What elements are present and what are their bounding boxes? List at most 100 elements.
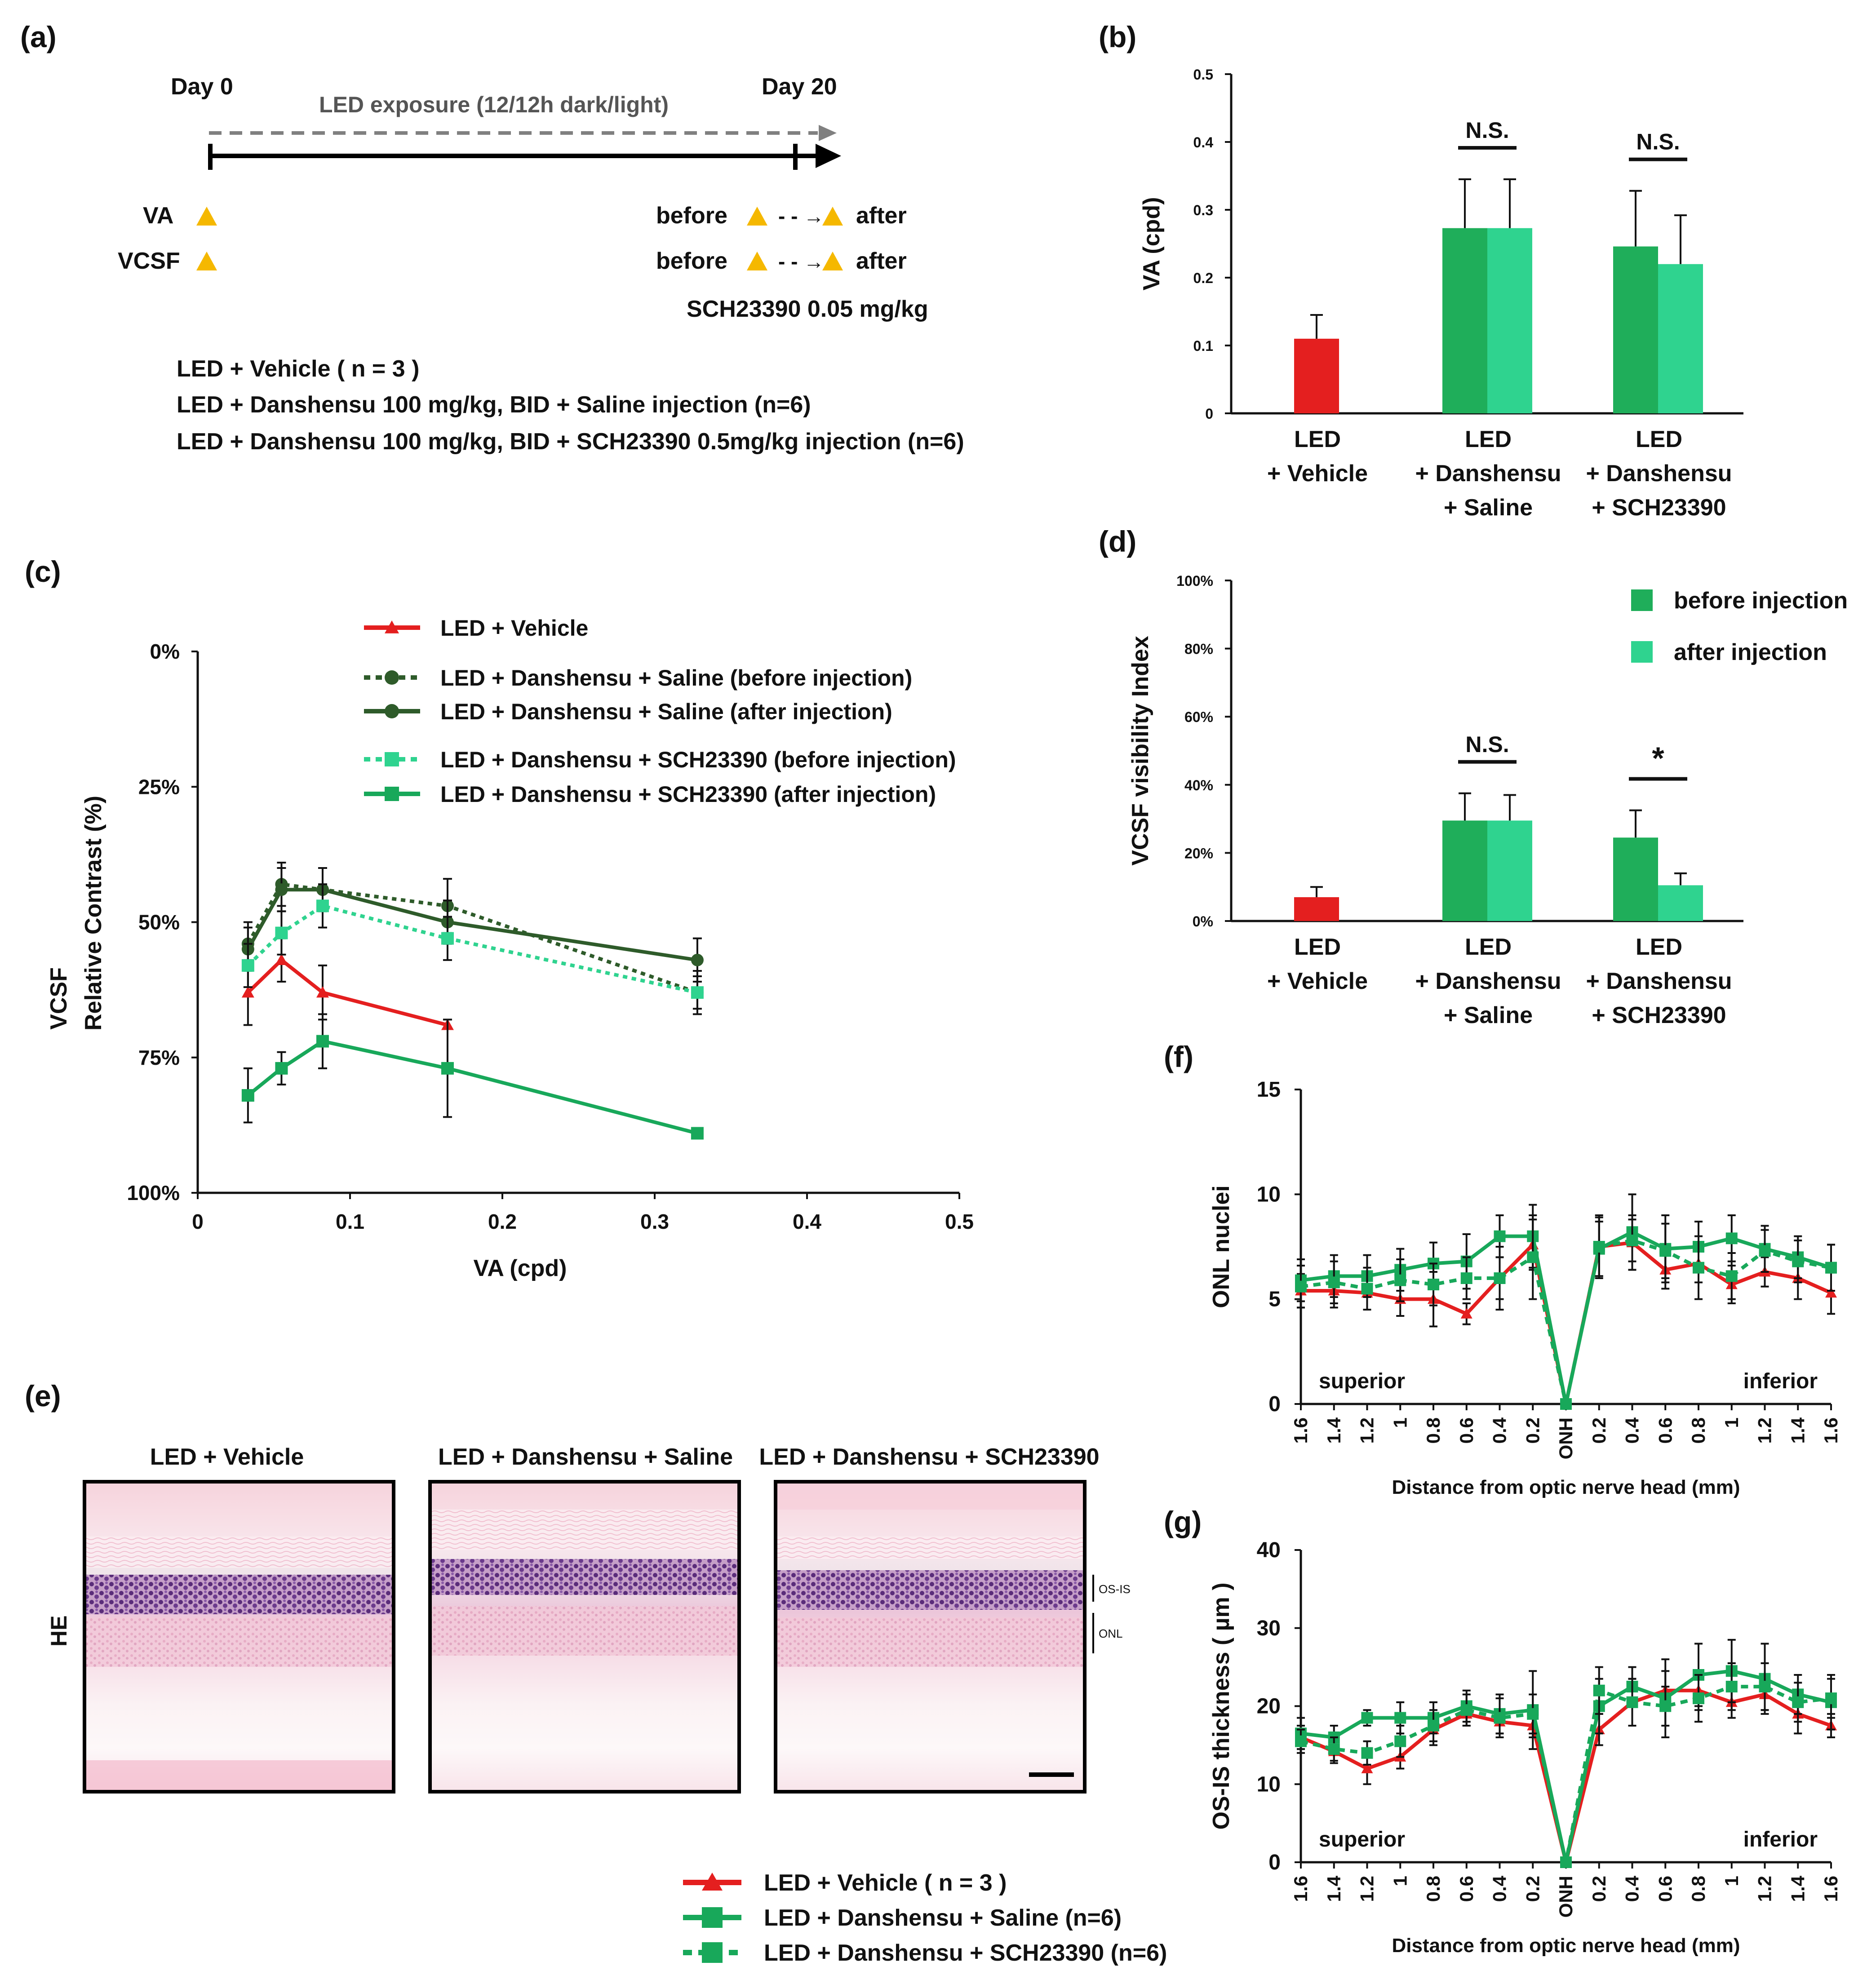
data-point: [1759, 1245, 1771, 1257]
data-point: [1460, 1272, 1472, 1284]
x-tick-label: 0.4: [1622, 1417, 1643, 1444]
x-tick-label: 0: [192, 1210, 204, 1233]
legend-marker: [385, 704, 399, 718]
x-category-label: LED: [1465, 934, 1512, 960]
legend-marker: [385, 620, 399, 633]
vcsf-triangle-icon: [196, 252, 217, 270]
va-arrow: - - →: [778, 204, 824, 228]
y-tick-label: 50%: [138, 911, 180, 934]
panel-g-label: (g): [1164, 1505, 1202, 1538]
legend-fg: LED + Vehicle ( n = 3 ) LED + Danshensu …: [683, 1870, 1167, 1966]
data-point: [1626, 1235, 1638, 1246]
legend-fg-text-sch: LED + Danshensu + SCH23390 (n=6): [764, 1940, 1167, 1966]
y-tick-label: 0.3: [1193, 202, 1213, 218]
y-tick-label: 15: [1257, 1078, 1281, 1102]
panel-e: (e) HE LED + Vehicle LED + Danshensu + S…: [25, 1379, 1131, 1794]
y-tick-label: 75%: [138, 1046, 180, 1069]
data-point: [1494, 1230, 1506, 1242]
x-category-label: + SCH23390: [1592, 1002, 1726, 1028]
y-tick-label: 40%: [1184, 777, 1213, 793]
data-point: [241, 1089, 254, 1102]
x-category-label: LED: [1294, 934, 1341, 960]
chart-d: 0% 20% 40% 60% 80% 100% VCSF visibility Index L…: [1127, 573, 1848, 1028]
va-triangle-icon: [196, 207, 217, 226]
histology-image-vehicle: [83, 1480, 395, 1794]
data-point: [691, 986, 704, 999]
x-tick-label: 1.4: [1323, 1875, 1344, 1902]
corner-label-superior: superior: [1319, 1369, 1405, 1393]
x-tick-label: 0.4: [1489, 1875, 1510, 1902]
histology-image-saline: [428, 1480, 741, 1794]
x-category-label: + Vehicle: [1267, 968, 1368, 994]
corner-label-inferior: inferior: [1743, 1828, 1818, 1851]
va-label: VA: [143, 203, 173, 229]
x-tick-label: 0.6: [1456, 1876, 1477, 1902]
y-axis-label: OS-IS thickness ( µm ): [1208, 1582, 1234, 1829]
x-tick-label: 0.8: [1423, 1876, 1444, 1902]
data-point: [441, 1062, 454, 1075]
x-axis-label: VA (cpd): [474, 1255, 567, 1281]
x-category-label: + Danshensu: [1586, 461, 1732, 487]
data-point: [691, 1127, 704, 1140]
image-title-vehicle: LED + Vehicle: [150, 1444, 304, 1470]
data-point: [1825, 1262, 1837, 1274]
data-point: [1494, 1272, 1506, 1284]
y-tick-label: 25%: [138, 775, 180, 798]
data-point: [1328, 1276, 1340, 1289]
y-tick-label: 40: [1257, 1538, 1281, 1562]
x-tick-label: 1.4: [1787, 1417, 1808, 1444]
vcsf-after: after: [856, 248, 907, 274]
data-point: [1295, 1735, 1307, 1747]
significance-label: *: [1652, 741, 1664, 776]
group-line-2: LED + Danshensu 100 mg/kg, BID + Saline …: [177, 392, 811, 418]
y-tick-label: 10: [1257, 1182, 1281, 1206]
x-tick-label: 0.4: [1489, 1417, 1510, 1444]
data-point: [1593, 1684, 1605, 1696]
legend-marker: [385, 670, 399, 685]
x-category-label: + SCH23390: [1592, 495, 1726, 521]
y-axis-label-2: Relative Contrast (%): [80, 796, 106, 1031]
panel-d: (d) 0% 20% 40% 60% 80% 100% VCSF visibility In…: [1099, 525, 1848, 1028]
y-tick-label: 0: [1268, 1392, 1281, 1416]
legend-marker: [385, 752, 399, 766]
y-tick-label: 0: [1268, 1851, 1281, 1874]
x-tick-label: 0.6: [1654, 1876, 1676, 1902]
histology-image-sch: [774, 1480, 1087, 1794]
legend-fg-marker-vehicle: [702, 1873, 723, 1891]
data-point: [1725, 1681, 1738, 1693]
legend-label: LED + Vehicle: [440, 616, 588, 641]
group-line-1: LED + Vehicle ( n = 3 ): [177, 356, 419, 382]
vcsf-before: before: [656, 248, 727, 274]
data-point: [1725, 1270, 1738, 1282]
panel-c-label: (c): [25, 555, 61, 588]
data-point: [1361, 1763, 1373, 1773]
image-title-sch: LED + Danshensu + SCH23390: [759, 1444, 1099, 1470]
panel-f-label: (f): [1164, 1040, 1193, 1073]
data-point: [1328, 1743, 1340, 1755]
x-tick-label: 1.6: [1290, 1417, 1311, 1444]
x-tick-label: 1.2: [1754, 1417, 1775, 1444]
x-axis-label: Distance from optic nerve head (mm): [1392, 1476, 1740, 1498]
x-tick-label: 0.4: [793, 1210, 821, 1233]
data-point: [275, 926, 288, 939]
day0-label: Day 0: [171, 74, 233, 100]
legend-swatch: [1631, 589, 1653, 611]
chart-f: 0 5 10 15 1.6 1.4 1.2 1 0.8 0.6 0.4 0.2 ONH 0.2 0.4 0.6…: [1208, 1078, 1841, 1498]
x-tick-label: 0.8: [1688, 1417, 1709, 1444]
data-point: [1659, 1700, 1672, 1712]
data-point: [441, 932, 454, 945]
x-axis-label: Distance from optic nerve head (mm): [1392, 1935, 1740, 1957]
x-tick-label: 1.4: [1787, 1875, 1808, 1902]
data-point: [691, 953, 704, 966]
y-tick-label: 100%: [127, 1181, 180, 1205]
legend-label: LED + Danshensu + SCH23390 (after inject…: [440, 782, 936, 807]
x-tick-label: 0.6: [1456, 1417, 1477, 1444]
panel-e-label: (e): [25, 1379, 61, 1413]
data-point: [1825, 1692, 1837, 1705]
y-tick-label: 10: [1257, 1772, 1281, 1796]
panel-b-label: (b): [1099, 20, 1136, 53]
x-category-label: LED: [1294, 426, 1341, 452]
bar: [1442, 820, 1487, 921]
legend-marker: [385, 787, 399, 801]
